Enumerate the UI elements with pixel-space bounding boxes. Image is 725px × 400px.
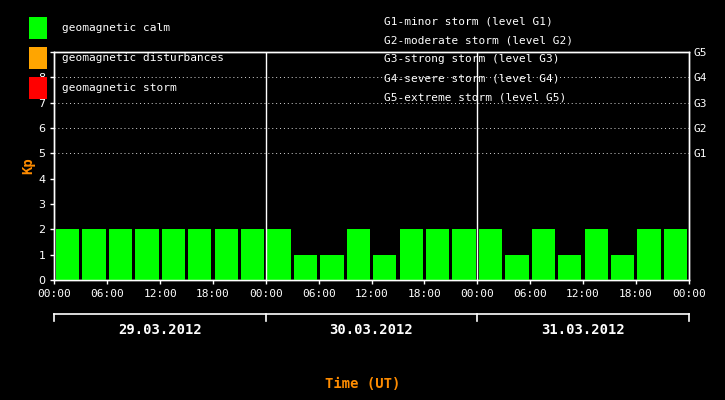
Bar <box>558 255 581 280</box>
Bar <box>347 229 370 280</box>
Bar <box>611 255 634 280</box>
Text: 30.03.2012: 30.03.2012 <box>330 323 413 337</box>
Text: G4-severe storm (level G4): G4-severe storm (level G4) <box>384 74 560 84</box>
Bar <box>505 255 529 280</box>
Bar <box>373 255 397 280</box>
Text: geomagnetic calm: geomagnetic calm <box>62 23 170 33</box>
Bar <box>584 229 608 280</box>
Text: geomagnetic storm: geomagnetic storm <box>62 83 176 93</box>
Bar <box>294 255 317 280</box>
Text: G5-extreme storm (level G5): G5-extreme storm (level G5) <box>384 93 566 103</box>
Y-axis label: Kp: Kp <box>22 158 36 174</box>
Bar <box>479 229 502 280</box>
Bar <box>637 229 660 280</box>
Bar <box>452 229 476 280</box>
Bar <box>109 229 132 280</box>
Bar <box>320 255 344 280</box>
Bar <box>136 229 159 280</box>
Bar <box>241 229 264 280</box>
Bar <box>531 229 555 280</box>
Text: geomagnetic disturbances: geomagnetic disturbances <box>62 53 223 63</box>
Text: G3-strong storm (level G3): G3-strong storm (level G3) <box>384 54 560 64</box>
Bar <box>162 229 185 280</box>
Bar <box>399 229 423 280</box>
Text: 29.03.2012: 29.03.2012 <box>118 323 202 337</box>
Bar <box>188 229 212 280</box>
Text: Time (UT): Time (UT) <box>325 377 400 391</box>
Bar <box>664 229 687 280</box>
Bar <box>268 229 291 280</box>
Text: G2-moderate storm (level G2): G2-moderate storm (level G2) <box>384 35 573 45</box>
Bar <box>426 229 450 280</box>
Text: G1-minor storm (level G1): G1-minor storm (level G1) <box>384 16 553 26</box>
Text: 31.03.2012: 31.03.2012 <box>541 323 625 337</box>
Bar <box>56 229 79 280</box>
Bar <box>215 229 238 280</box>
Bar <box>83 229 106 280</box>
